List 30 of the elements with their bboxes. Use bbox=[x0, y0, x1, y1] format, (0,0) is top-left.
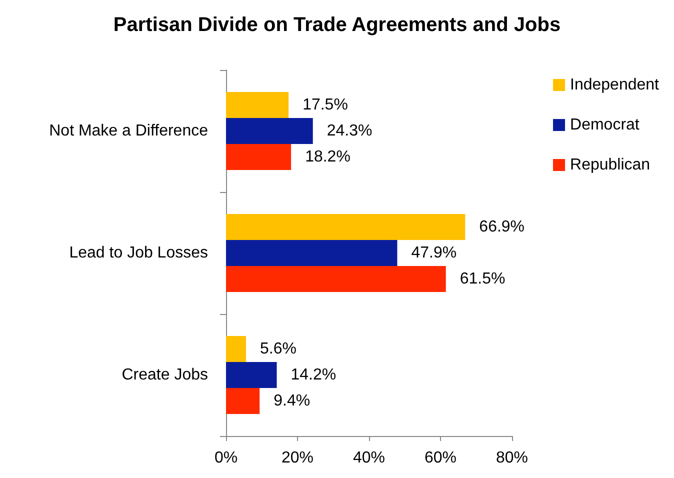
x-tick-label: 60% bbox=[424, 450, 457, 466]
data-label: 14.2% bbox=[290, 366, 336, 384]
bar bbox=[226, 240, 398, 266]
y-tick-label: Create Jobs bbox=[122, 366, 208, 384]
bar bbox=[226, 214, 466, 240]
bar bbox=[226, 118, 313, 144]
x-tick-label: 40% bbox=[352, 450, 386, 466]
x-tick-label: 20% bbox=[281, 450, 314, 466]
legend-label: Independent bbox=[570, 76, 660, 94]
y-tick-label: Lead to Job Losses bbox=[69, 244, 208, 262]
data-label: 66.9% bbox=[479, 218, 525, 236]
bar bbox=[226, 362, 277, 388]
bar bbox=[226, 336, 246, 362]
data-label: 17.5% bbox=[302, 96, 348, 114]
y-tick-label: Not Make a Difference bbox=[49, 122, 208, 140]
data-label: 47.9% bbox=[411, 244, 457, 262]
legend-label: Democrat bbox=[570, 116, 640, 134]
data-label: 24.3% bbox=[326, 122, 372, 140]
chart-title: Partisan Divide on Trade Agreements and Jobs bbox=[113, 14, 561, 36]
bar bbox=[226, 92, 289, 118]
bar bbox=[226, 266, 446, 292]
data-label: 5.6% bbox=[260, 340, 296, 358]
data-label: 18.2% bbox=[305, 148, 350, 166]
legend-label: Republican bbox=[570, 156, 650, 174]
bar bbox=[226, 388, 260, 414]
data-label: 9.4% bbox=[274, 392, 310, 410]
x-tick-label: 0% bbox=[214, 450, 238, 466]
bar bbox=[226, 144, 292, 170]
data-label: 61.5% bbox=[460, 270, 506, 288]
x-tick-label: 80% bbox=[496, 450, 528, 466]
